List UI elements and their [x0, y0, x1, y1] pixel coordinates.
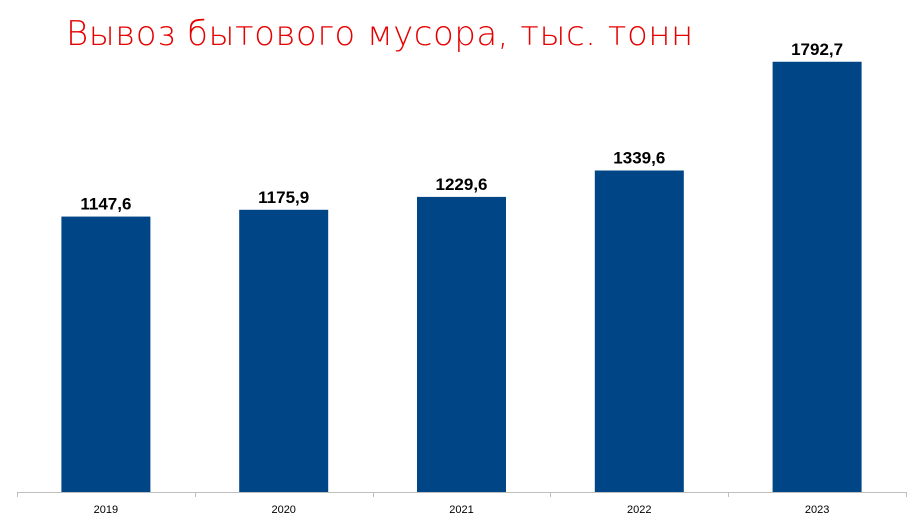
x-axis: 2019 2020 2021 2022 2023	[17, 492, 907, 516]
x-tick-label-2022: 2022	[627, 504, 651, 516]
x-tick-label-2023: 2023	[805, 504, 829, 516]
value-label-2021: 1229,6	[436, 175, 488, 194]
bar-2021	[417, 196, 506, 492]
value-label-2022: 1339,6	[613, 148, 665, 167]
bars-group	[61, 61, 862, 493]
x-tick-label-2019: 2019	[94, 504, 118, 516]
value-labels-group: 1147,6 1175,9 1229,6 1339,6 1792,7	[80, 40, 843, 214]
bar-2020	[239, 209, 329, 492]
value-label-2023: 1792,7	[791, 40, 843, 59]
value-label-2019: 1147,6	[80, 195, 131, 214]
bar-2023	[772, 61, 862, 492]
x-tick-label-2020: 2020	[271, 504, 295, 516]
value-label-2020: 1175,9	[258, 188, 309, 207]
bar-2022	[594, 170, 684, 492]
bar-2019	[61, 216, 151, 493]
x-tick-label-2021: 2021	[449, 504, 473, 516]
chart-title: Вывоз бытового мусора, тыс. тонн	[66, 14, 694, 54]
